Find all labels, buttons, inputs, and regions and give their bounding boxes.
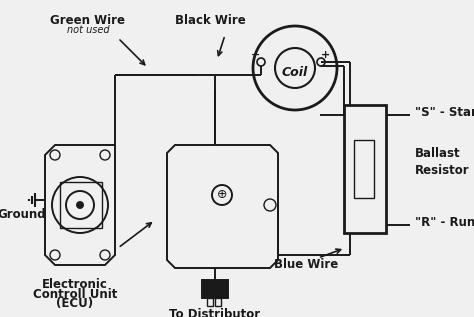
Text: Ground: Ground xyxy=(0,209,46,222)
Text: −: − xyxy=(251,50,261,60)
Text: Blue Wire: Blue Wire xyxy=(274,258,338,271)
Circle shape xyxy=(50,150,60,160)
Bar xyxy=(60,182,102,228)
Text: not used: not used xyxy=(67,25,109,35)
Circle shape xyxy=(50,250,60,260)
Circle shape xyxy=(52,177,108,233)
Text: "S" - Start: "S" - Start xyxy=(415,106,474,119)
Circle shape xyxy=(100,250,110,260)
Text: Black Wire: Black Wire xyxy=(174,14,246,27)
Text: Controll Unit: Controll Unit xyxy=(33,288,117,301)
Bar xyxy=(202,280,228,298)
Bar xyxy=(207,298,213,306)
Bar xyxy=(354,140,374,198)
Circle shape xyxy=(212,185,232,205)
Circle shape xyxy=(257,58,265,66)
Text: Green Wire: Green Wire xyxy=(51,14,126,27)
Circle shape xyxy=(253,26,337,110)
Text: +: + xyxy=(321,50,331,60)
Circle shape xyxy=(264,199,276,211)
Text: Coil: Coil xyxy=(282,67,308,80)
Bar xyxy=(215,298,221,306)
Text: Ballast
Resistor: Ballast Resistor xyxy=(415,147,470,177)
Text: To Distributor: To Distributor xyxy=(169,308,261,317)
Text: (ECU): (ECU) xyxy=(56,296,93,309)
Circle shape xyxy=(317,58,325,66)
Text: "R" - Run: "R" - Run xyxy=(415,216,474,229)
Circle shape xyxy=(100,150,110,160)
Text: ⊕: ⊕ xyxy=(217,189,227,202)
Text: Electronic: Electronic xyxy=(42,279,108,292)
Bar xyxy=(344,105,386,233)
Circle shape xyxy=(275,48,315,88)
Circle shape xyxy=(77,202,83,208)
